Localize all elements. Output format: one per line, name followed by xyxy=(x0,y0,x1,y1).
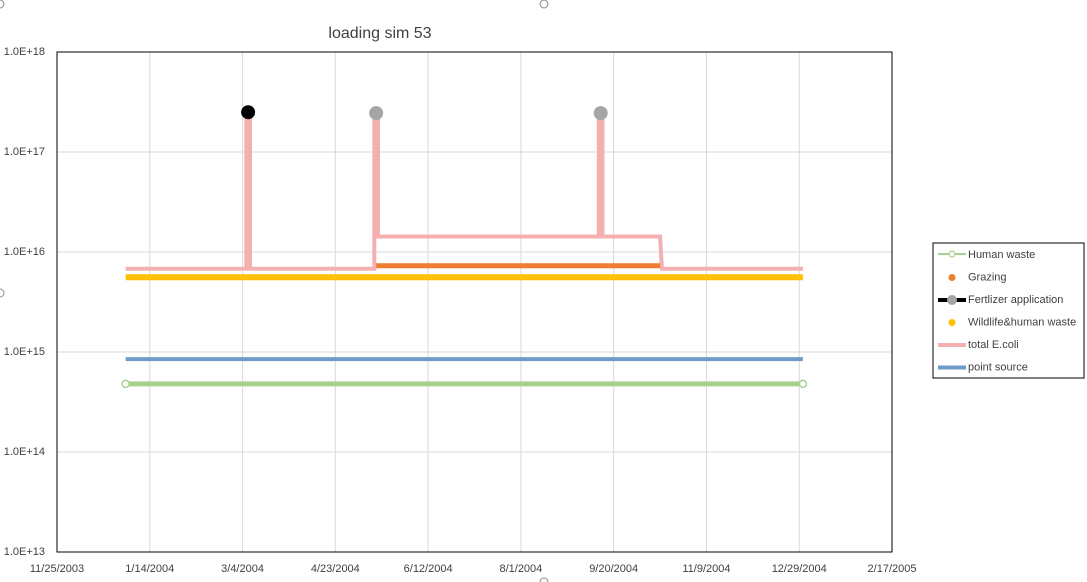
legend-item-fertlizer-application[interactable]: Fertlizer application xyxy=(938,294,1063,306)
x-tick-label: 1/14/2004 xyxy=(125,563,174,575)
series-line-total-e-coli[interactable] xyxy=(125,112,803,271)
legend-item-grazing[interactable]: Grazing xyxy=(948,272,1007,284)
legend-marker xyxy=(948,319,956,326)
legend-label: Grazing xyxy=(968,272,1007,284)
x-tick-label: 11/9/2004 xyxy=(682,563,730,575)
x-tick-label: 8/1/2004 xyxy=(499,563,542,575)
legend-marker xyxy=(947,295,957,305)
y-tick-label: 1.0E+16 xyxy=(4,246,45,258)
y-axis-tick-labels: 1.0E+13 1.0E+14 1.0E+15 1.0E+16 1.0E+17 1.0E+… xyxy=(4,46,45,558)
y-tick-label: 1.0E+13 xyxy=(4,546,45,558)
legend-marker xyxy=(948,250,956,258)
data-point-human-waste[interactable] xyxy=(121,379,130,389)
data-point-fertlizer-application[interactable] xyxy=(369,106,384,121)
y-tick-label: 1.0E+14 xyxy=(4,446,45,458)
data-point-human-waste[interactable] xyxy=(798,379,808,389)
chart-title: loading sim 53 xyxy=(328,25,431,42)
x-axis-tick-labels: 11/25/2003 1/14/2004 3/4/2004 4/23/2004 6/12… xyxy=(30,563,917,575)
gridlines xyxy=(57,52,892,552)
y-tick-label: 1.0E+15 xyxy=(4,346,45,358)
resize-handle-top-center[interactable] xyxy=(539,0,549,9)
resize-handle-top-left[interactable] xyxy=(0,0,5,9)
legend[interactable]: Human waste Grazing Fertlizer application W… xyxy=(932,242,1085,379)
legend-box xyxy=(932,242,1085,379)
legend-label: Fertlizer application xyxy=(968,294,1063,306)
resize-handle-bottom-center[interactable] xyxy=(539,577,549,582)
data-point-fertlizer-application[interactable] xyxy=(241,105,256,120)
legend-item-total-e-coli[interactable]: total E.coli xyxy=(938,339,1019,351)
x-tick-label: 6/12/2004 xyxy=(404,563,453,575)
x-tick-label: 9/20/2004 xyxy=(589,563,638,575)
data-point-fertlizer-application[interactable] xyxy=(593,106,608,121)
legend-label: Human waste xyxy=(968,249,1035,261)
x-tick-label: 2/17/2005 xyxy=(868,563,917,575)
x-tick-label: 4/23/2004 xyxy=(311,563,360,575)
legend-label: Wildlife&human waste xyxy=(968,317,1076,329)
series xyxy=(121,105,808,389)
x-tick-label: 11/25/2003 xyxy=(30,563,84,575)
x-tick-label: 3/4/2004 xyxy=(221,563,264,575)
plot-area-border xyxy=(56,51,893,553)
resize-handle-middle-left[interactable] xyxy=(0,288,5,298)
legend-marker xyxy=(948,274,956,281)
y-tick-label: 1.0E+17 xyxy=(4,146,45,158)
x-tick-label: 12/29/2004 xyxy=(772,563,827,575)
y-tick-label: 1.0E+18 xyxy=(4,46,45,58)
legend-item-human-waste[interactable]: Human waste xyxy=(938,249,1035,261)
legend-label: point source xyxy=(968,362,1028,374)
legend-item-point-source[interactable]: point source xyxy=(938,362,1028,374)
legend-label: total E.coli xyxy=(968,339,1019,351)
legend-item-wildlife-human-waste[interactable]: Wildlife&human waste xyxy=(948,317,1077,329)
